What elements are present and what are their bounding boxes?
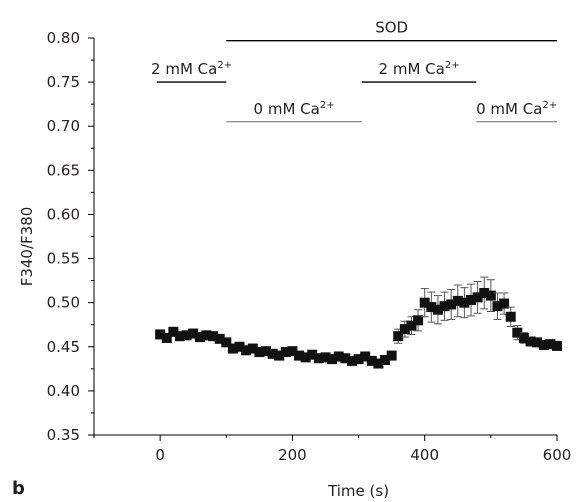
treatment-label: 2 mM Ca2+: [379, 60, 460, 78]
data-point: [287, 346, 298, 357]
y-tick-label: 0.35: [47, 426, 80, 444]
data-point: [214, 333, 225, 344]
y-tick-label: 0.60: [47, 205, 80, 223]
data-point: [426, 302, 437, 313]
data-point: [280, 347, 291, 358]
treatment-label: SOD: [375, 19, 408, 37]
data-point: [432, 304, 443, 315]
data-point: [452, 295, 463, 306]
data-point: [479, 287, 490, 298]
data-point: [360, 351, 371, 362]
data-point: [492, 301, 503, 312]
y-tick-label: 0.80: [47, 29, 80, 47]
data-point: [346, 355, 357, 366]
x-axis-title: Time (s): [327, 482, 389, 500]
data-point: [393, 331, 404, 342]
data-point: [174, 331, 185, 342]
y-axis-title: F340/F380: [18, 207, 36, 287]
data-point: [552, 340, 562, 351]
data-point: [373, 358, 384, 369]
data-point: [512, 327, 523, 338]
axes: 0.35 0.40 0.45 0.50 0.55 0.60 0.65 0.70 0.75 0.80…: [47, 29, 572, 464]
data-point: [419, 297, 430, 308]
treatment-label-superscript: 2+: [320, 100, 335, 111]
data-point: [241, 345, 252, 356]
plot-area: [155, 276, 562, 369]
panel-letter: b: [12, 478, 25, 499]
data-point: [459, 297, 470, 308]
x-tick-label: 200: [278, 446, 307, 464]
data-point: [300, 352, 311, 363]
data-point: [194, 332, 205, 343]
x-tick-label: 0: [155, 446, 165, 464]
data-point: [201, 330, 212, 341]
data-point: [518, 332, 529, 343]
data-point: [399, 324, 410, 335]
y-tick-label: 0.45: [47, 338, 80, 356]
data-point: [340, 353, 351, 364]
x-tick-label: 400: [410, 446, 439, 464]
data-point: [406, 320, 417, 331]
data-point: [333, 351, 344, 362]
treatment-label: 0 mM Ca2+: [254, 100, 335, 118]
data-point: [313, 353, 324, 364]
data-point: [227, 343, 238, 354]
data-point: [267, 348, 278, 359]
data-point: [439, 301, 450, 312]
data-point: [472, 292, 483, 303]
data-point: [155, 329, 166, 340]
data-point: [485, 290, 496, 301]
data-point: [505, 311, 516, 322]
y-tick-label: 0.65: [47, 161, 80, 179]
data-point: [320, 352, 331, 363]
data-point: [327, 354, 338, 365]
data-point: [208, 331, 219, 342]
data-point: [413, 315, 424, 326]
data-point: [307, 349, 318, 360]
y-tick-label: 0.55: [47, 250, 80, 268]
treatment-label-superscript: 2+: [217, 60, 232, 71]
data-point: [466, 295, 477, 306]
data-point: [188, 328, 199, 339]
data-point: [247, 343, 258, 354]
annotations: SOD 2 mM Ca2+ 0 mM Ca2+ 2 mM Ca2+ 0 mM Ca2+: [151, 19, 557, 123]
data-point: [260, 346, 271, 357]
data-point: [366, 355, 377, 366]
data-point: [545, 339, 556, 350]
data-point: [181, 330, 192, 341]
y-tick-label: 0.75: [47, 73, 80, 91]
data-point: [274, 350, 285, 361]
data-point: [254, 347, 265, 358]
data-point: [380, 355, 391, 366]
y-tick-label: 0.40: [47, 382, 80, 400]
data-point: [386, 350, 397, 361]
data-point: [525, 336, 536, 347]
y-tick-label: 0.70: [47, 117, 80, 135]
data-point: [221, 337, 232, 348]
data-point: [353, 354, 364, 365]
data-point: [294, 350, 305, 361]
data-point: [168, 326, 179, 337]
treatment-label-superscript: 2+: [542, 100, 557, 111]
treatment-label: 2 mM Ca2+: [151, 60, 232, 78]
treatment-label: 0 mM Ca2+: [476, 100, 557, 118]
data-point: [446, 299, 457, 310]
data-point: [532, 337, 543, 348]
data-point: [499, 298, 510, 309]
data-point: [234, 341, 245, 352]
data-point: [161, 332, 172, 343]
y-tick-label: 0.50: [47, 294, 80, 312]
x-tick-label: 600: [543, 446, 572, 464]
treatment-label-superscript: 2+: [445, 60, 460, 71]
data-point: [538, 340, 549, 351]
